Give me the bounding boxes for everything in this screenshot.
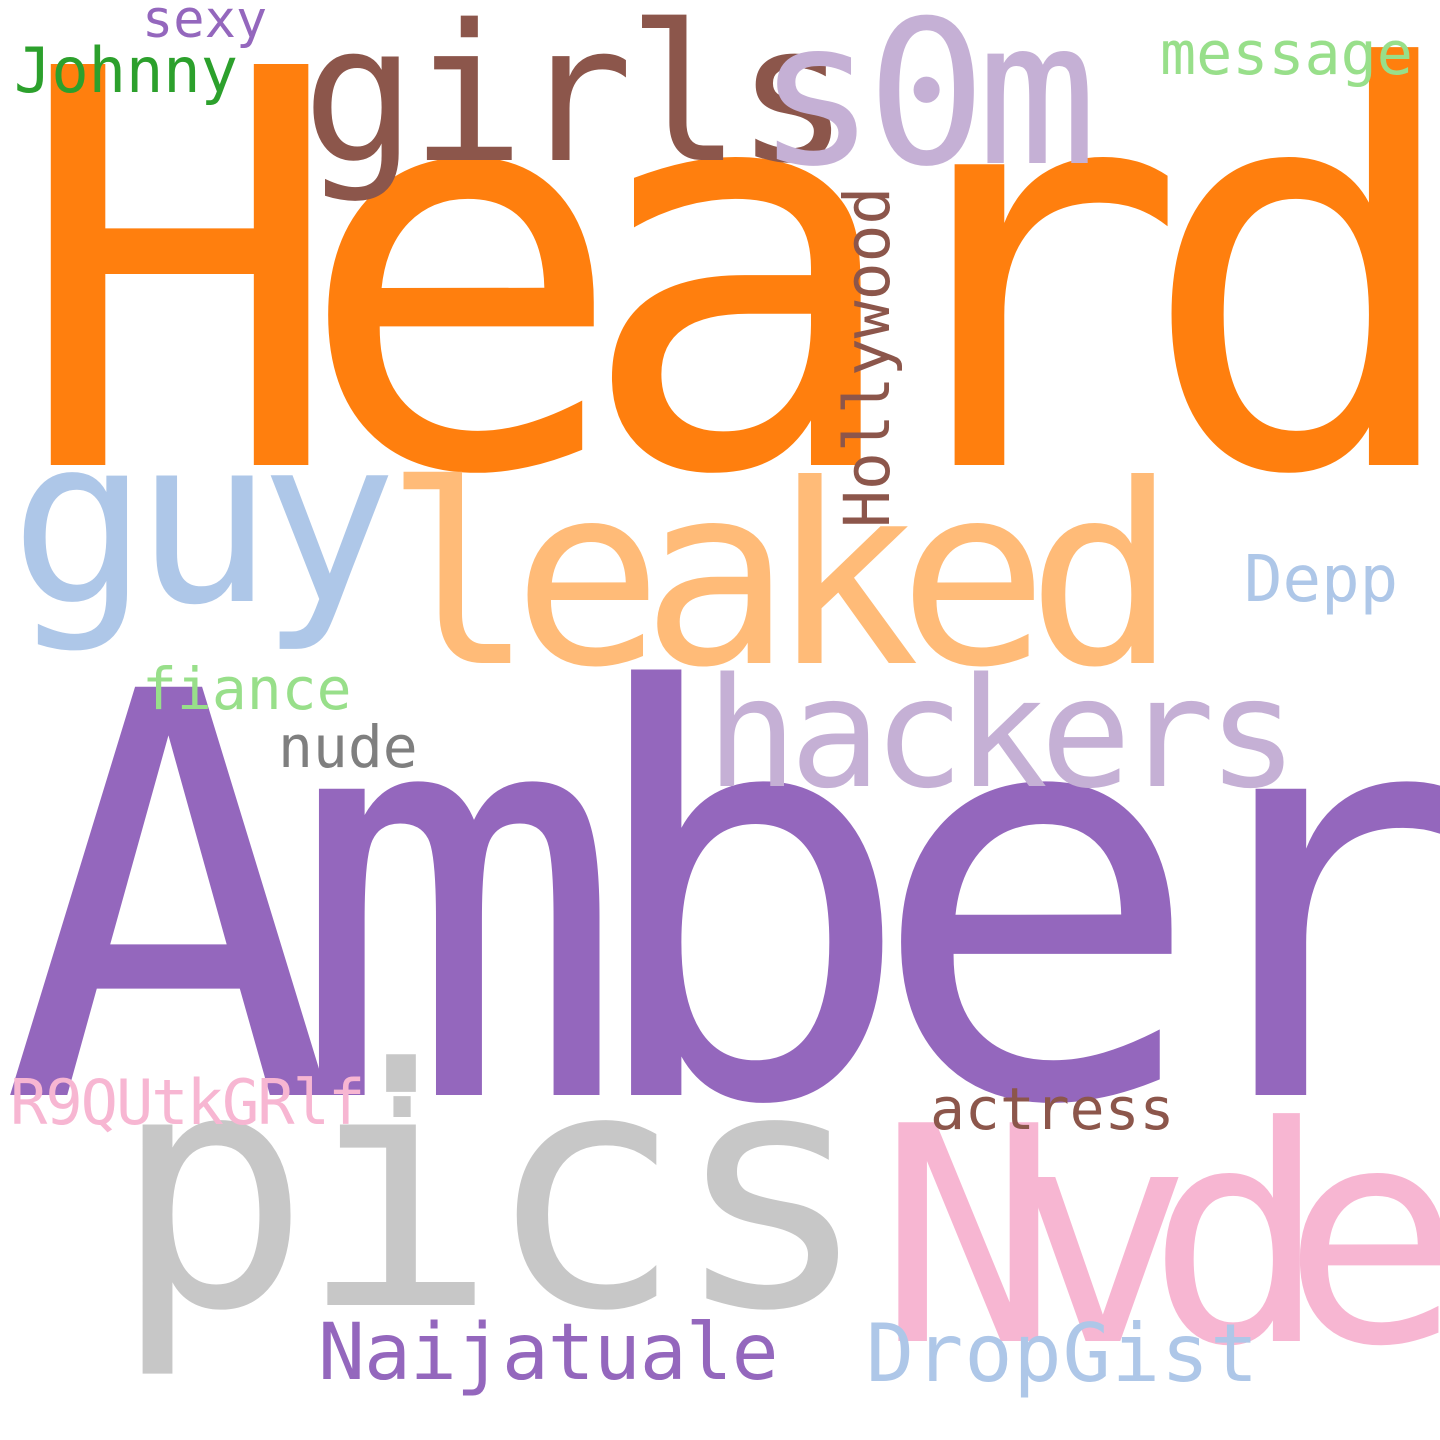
word-heard: Heard bbox=[14, 0, 1440, 595]
word-naijatuale: Naijatuale bbox=[318, 1308, 779, 1398]
word-nvde: Nvde bbox=[878, 1063, 1440, 1412]
word-sexy: sexy bbox=[142, 0, 268, 50]
word-guy: guy bbox=[10, 389, 397, 656]
word-pics: pics bbox=[112, 999, 871, 1383]
word-johnny: Johnny bbox=[14, 34, 238, 107]
word-dropgist: DropGist bbox=[866, 1307, 1260, 1400]
word-nude: nude bbox=[278, 713, 418, 781]
word-hackers: hackers bbox=[706, 645, 1299, 822]
word-r9qutkgrlf: R9QUtkGRlf bbox=[10, 1066, 365, 1139]
word-depp: Depp bbox=[1244, 543, 1399, 617]
word-girls: girls bbox=[302, 0, 850, 205]
word-leaked: leaked bbox=[384, 431, 1177, 722]
word-fiance: fiance bbox=[142, 655, 352, 723]
word-actress: actress bbox=[930, 1075, 1175, 1143]
word-message: message bbox=[1160, 19, 1413, 89]
word-s0m: s0m bbox=[756, 0, 1097, 211]
word-dot: . bbox=[360, 988, 445, 1151]
word-amber: Amber bbox=[0, 576, 1440, 1228]
word-hollywood: Hollywood bbox=[831, 186, 904, 528]
